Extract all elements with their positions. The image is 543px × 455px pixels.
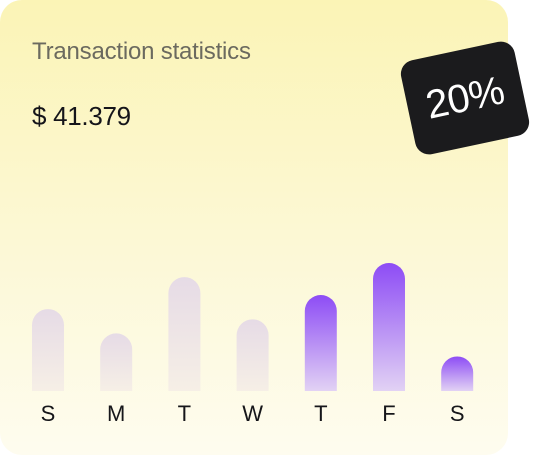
percentage-badge-label: 20% [421, 67, 508, 128]
total-amount: $ 41.379 [32, 101, 131, 131]
bar-4-highlighted [304, 295, 337, 391]
bar-3 [236, 319, 269, 391]
card-title: Transaction statistics [32, 38, 251, 65]
x-tick-label: M [107, 401, 125, 426]
bar-5-highlighted [373, 263, 405, 391]
x-tick-label: T [178, 401, 191, 426]
bar-1 [100, 333, 133, 391]
bar-group [32, 263, 474, 391]
bar-2 [168, 277, 201, 391]
x-tick-label: W [242, 401, 263, 426]
x-tick-label: T [314, 401, 327, 426]
bar-0 [32, 309, 64, 391]
x-tick-label: S [41, 401, 56, 426]
x-tick-label: F [382, 401, 395, 426]
x-tick-label: S [450, 401, 465, 426]
bar-6-highlighted [441, 356, 474, 391]
